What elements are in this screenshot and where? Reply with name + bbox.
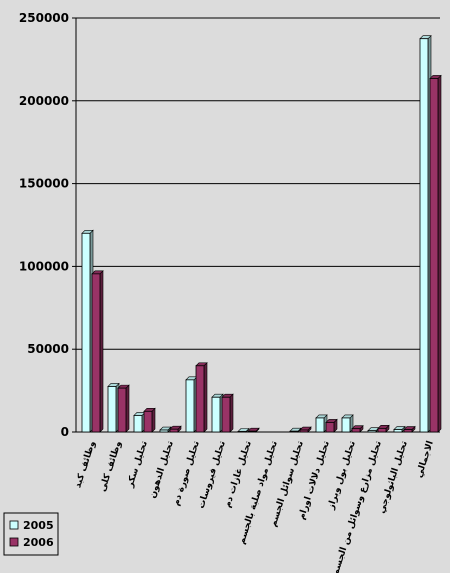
y-tick-label: 100000	[19, 259, 69, 273]
legend-swatch-2006	[9, 537, 19, 547]
x-tick-label: تحليل بول وبراز	[326, 440, 358, 512]
x-tick-label: تحليل الباثولوجي	[377, 440, 410, 515]
x-tick-label: تحليل فيروسات	[197, 440, 228, 510]
bar-2006-5	[221, 393, 234, 433]
bar-2005-0	[81, 229, 94, 433]
bar-2006-1	[117, 384, 130, 433]
bar-2006-9	[325, 418, 338, 433]
bar-2005-2	[133, 411, 146, 433]
bar-2005-6	[237, 427, 250, 433]
y-tick-label: 250000	[19, 11, 69, 25]
axes	[75, 18, 440, 433]
bar-2005-1	[107, 382, 120, 433]
y-tick-label: 0	[61, 425, 69, 439]
bar-2006-10	[351, 424, 364, 433]
bar-2005-5	[211, 393, 224, 433]
y-tick-label: 50000	[27, 342, 69, 356]
bars	[81, 34, 442, 433]
x-tick-label: وظائف كلى	[98, 440, 124, 493]
legend-label: 2005	[23, 519, 54, 532]
bar-2005-13	[419, 34, 432, 433]
bar-2005-12	[393, 425, 406, 433]
bar-2006-11	[377, 424, 390, 433]
bar-2005-10	[341, 414, 354, 433]
legend: 2005 2006	[3, 512, 59, 556]
x-tick-label: الاجمالي	[415, 440, 436, 479]
bar-2005-3	[159, 426, 172, 433]
bar-2005-11	[367, 426, 380, 433]
bar-2006-2	[143, 407, 156, 433]
bar-2005-4	[185, 376, 198, 433]
x-tick-label: تحليل مزارع وسوائل من الجسم	[331, 440, 384, 573]
y-tick-label: 200000	[19, 94, 69, 108]
bar-2006-8	[299, 426, 312, 433]
gridlines	[76, 17, 440, 433]
legend-label: 2006	[23, 536, 54, 549]
bar-2006-13	[429, 74, 442, 433]
bar-2006-12	[403, 425, 416, 433]
x-tick-label: تحليل سكر	[125, 440, 150, 490]
x-tick-label: تحليل الدهون	[148, 440, 176, 500]
y-axis-ticks: 0 50000 100000 150000 200000 250000	[19, 11, 76, 439]
x-tick-label: وظائف كبد	[73, 440, 98, 489]
x-tick-label: تحليل صورة دم	[171, 440, 201, 507]
legend-box	[3, 512, 59, 556]
y-tick-label: 150000	[19, 177, 69, 191]
bar-2006-4	[195, 362, 208, 433]
bar-2006-3	[169, 425, 182, 433]
legend-swatch-2005	[9, 520, 19, 530]
bar-2006-0	[91, 270, 104, 433]
bar-2005-9	[315, 414, 328, 433]
bar-2005-8	[289, 427, 302, 433]
bar-2006-6	[247, 427, 260, 433]
x-tick-label: تحليل غازات دم	[223, 440, 254, 509]
